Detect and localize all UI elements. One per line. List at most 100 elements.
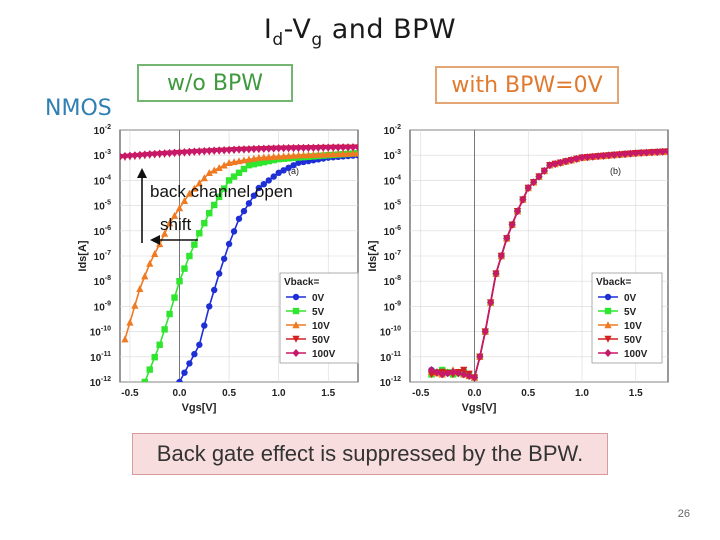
annotations: back channel open shift (137, 168, 293, 245)
series-point-10V (270, 152, 278, 160)
series-point-10V (235, 157, 243, 165)
without-bpw-box: w/o BPW (137, 64, 293, 102)
series-point-5V (215, 193, 223, 200)
legend-entry-5V: 5V (624, 307, 637, 318)
series-point-5V (206, 209, 213, 217)
legend-marker (292, 335, 300, 343)
series-point-10V (136, 284, 144, 292)
series-point-100V (648, 148, 656, 157)
series-point-100V (605, 151, 613, 160)
series-point-100V (334, 143, 342, 152)
x-tick-label: 1.5 (321, 388, 335, 399)
series-point-100V (573, 154, 581, 163)
series-point-100V (299, 143, 308, 152)
y-tick-label: 10-4 (94, 174, 111, 187)
series-point-5V (250, 161, 258, 168)
back-channel-annotation: back channel open (150, 182, 293, 201)
series-point-100V (540, 166, 548, 175)
series-point-100V (289, 143, 298, 152)
legend-marker (604, 293, 612, 301)
series-point-100V (170, 148, 179, 157)
y-tick-label: 10-8 (94, 275, 111, 288)
x-tick-label: 1.0 (272, 388, 286, 399)
legend-title: Vback= (596, 277, 631, 288)
legend-marker (604, 335, 612, 343)
legend: Vback= 0V 5V 10V 50V 100V (279, 272, 359, 364)
series-point-100V (594, 152, 602, 161)
series-point-10V (250, 154, 258, 162)
y-tick-label: 10-5 (384, 200, 401, 213)
series-point-10V (265, 153, 273, 161)
series-point-10V (289, 151, 298, 159)
series-point-0V (215, 270, 223, 277)
series-point-100V (250, 144, 258, 153)
x-tick-label: -0.5 (412, 388, 430, 399)
series-point-0V (181, 369, 188, 376)
legend-marker (604, 307, 612, 315)
y-tick-label: 10-12 (380, 376, 401, 389)
series-point-100V (562, 157, 570, 166)
series-point-100V (230, 145, 238, 154)
y-tick-label: 10-6 (384, 225, 401, 238)
legend-entry-0V: 0V (624, 293, 637, 304)
legend: Vback= 0V 5V 10V 50V 100V (591, 272, 663, 364)
series-point-5V (260, 158, 267, 166)
series-point-100V (146, 150, 154, 159)
series-point-100V (546, 161, 554, 170)
series-point-100V (151, 149, 159, 158)
series-point-5V (186, 252, 193, 260)
series-point-100V (632, 149, 640, 158)
x-tick-label: -0.5 (121, 388, 139, 399)
series-point-5V (176, 278, 183, 285)
series-point-100V (664, 147, 668, 156)
series-point-10V (339, 149, 347, 157)
series-point-5V (146, 366, 153, 373)
x-tick-label: 0.5 (222, 388, 236, 399)
series-point-0V (285, 164, 292, 171)
legend-entry-10V: 10V (624, 321, 642, 332)
series-point-100V (508, 220, 516, 229)
series-point-10V (314, 150, 322, 158)
series-point-100V (294, 143, 303, 152)
series-point-10V (275, 152, 283, 160)
series-point-50V (427, 371, 436, 379)
title-end: and BPW (322, 14, 457, 45)
y-tick-label: 10-3 (94, 149, 111, 162)
series-point-100V (476, 352, 484, 361)
series-point-10V (319, 150, 327, 158)
legend-box (279, 272, 359, 364)
series-point-100V (621, 150, 629, 159)
series-point-100V (567, 156, 575, 165)
series-point-10V (146, 259, 154, 267)
series-point-10V (215, 164, 223, 171)
series-point-100V (156, 149, 164, 158)
legend-marker (292, 349, 300, 357)
series-point-0V (265, 177, 272, 184)
series-point-100V (497, 252, 505, 260)
series-point-0V (225, 240, 233, 248)
series-point-0V (176, 378, 183, 382)
series-point-10V (180, 197, 189, 205)
series-point-0V (186, 360, 193, 367)
y-tick-label: 10-7 (94, 250, 111, 263)
y-tick-label: 10-12 (90, 376, 111, 389)
series-point-10V (284, 152, 293, 160)
legend-entry-0V: 0V (312, 293, 325, 304)
y-tick-label: 10-2 (384, 124, 401, 137)
series-point-100V (190, 147, 198, 156)
legend-marker (292, 321, 300, 329)
series-point-10V (151, 249, 159, 257)
series-point-5V (161, 326, 168, 333)
series-point-0V (260, 180, 267, 188)
series-point-10V (200, 174, 208, 182)
series-point-10V (334, 150, 342, 158)
y-tick-label: 10-6 (94, 225, 111, 238)
shift-arrow-head (150, 235, 160, 245)
series-point-10V (225, 158, 233, 166)
series-point-0V (275, 169, 282, 177)
legend-entry-50V: 50V (312, 335, 330, 346)
series-point-0V (220, 255, 228, 262)
series-point-0V (240, 207, 248, 215)
series-point-100V (599, 151, 608, 160)
